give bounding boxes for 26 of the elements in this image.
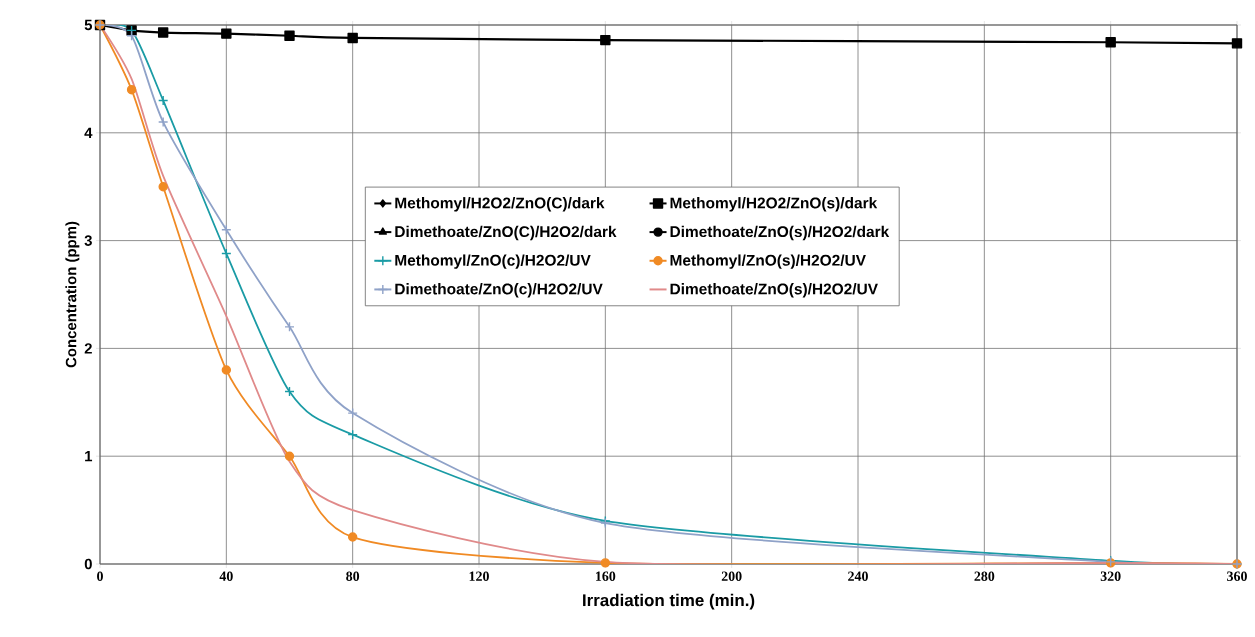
x-tick-label: 320 <box>1100 571 1121 581</box>
x-tick-label: 280 <box>974 571 995 581</box>
y-tick-label: 2 <box>84 343 92 354</box>
x-tick-label: 40 <box>219 571 233 581</box>
legend-label: Methomyl/ZnO(c)/H2O2/UV <box>395 254 591 269</box>
legend-label: Methomyl/H2O2/ZnO(C)/dark <box>395 197 605 212</box>
legend-label: Dimethoate/ZnO(s)/H2O2/UV <box>670 283 878 298</box>
x-axis-title: Irradiation time (min.) <box>583 593 755 610</box>
y-tick-label: 1 <box>85 451 93 462</box>
x-tick-label: 120 <box>469 571 489 581</box>
y-tick-label: 0 <box>84 558 92 570</box>
y-tick-label: 5 <box>84 19 93 31</box>
y-tick-label: 4 <box>84 127 93 138</box>
x-tick-label: 240 <box>848 571 868 581</box>
legend-label: Dimethoate/ZnO(s)/H2O2/dark <box>670 225 890 241</box>
legend-label: Dimethoate/ZnO(C)/H2O2/dark <box>395 225 617 241</box>
x-tick-label: 360 <box>1227 571 1247 581</box>
legend-label: Methomyl/H2O2/ZnO(s)/dark <box>670 197 878 212</box>
x-tick-label: 0 <box>97 571 103 581</box>
y-tick-label: 3 <box>84 235 92 246</box>
y-axis-title: Concentration (ppm) <box>65 221 80 368</box>
legend-label: Dimethoate/ZnO(c)/H2O2/UV <box>395 283 603 298</box>
x-tick-label: 200 <box>721 571 742 581</box>
x-tick-label: 80 <box>346 571 360 581</box>
legend-label: Methomyl/ZnO(s)/H2O2/UV <box>670 254 866 269</box>
x-tick-label: 160 <box>596 571 616 581</box>
